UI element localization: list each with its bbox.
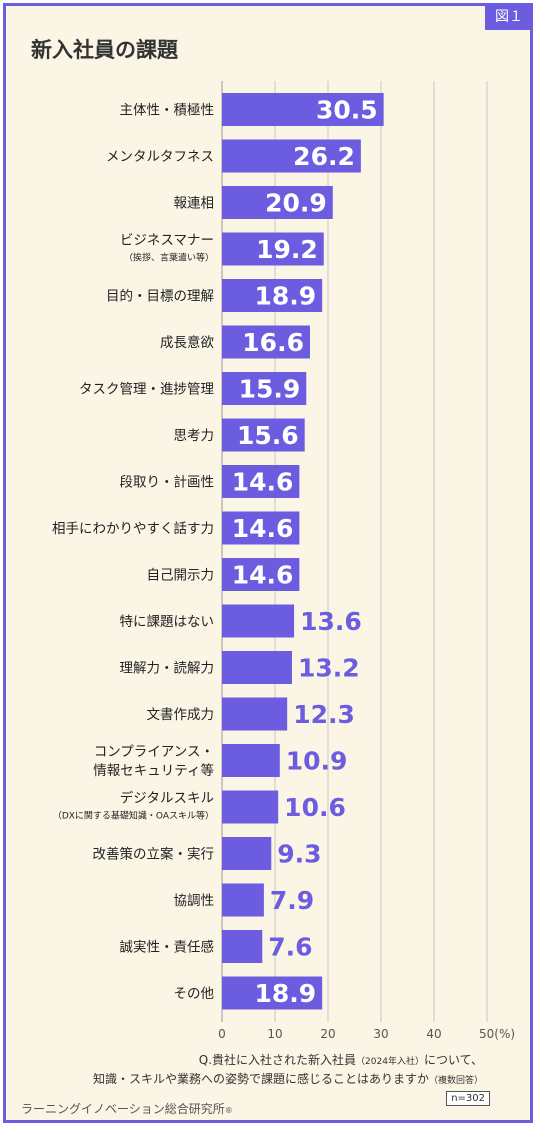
x-tick-label: 40 bbox=[426, 1027, 441, 1041]
category-label: 目的・目標の理解 bbox=[106, 289, 214, 305]
registered-mark: ® bbox=[224, 1106, 233, 1115]
category-label: 改善策の立案・実行 bbox=[93, 846, 215, 863]
figure-frame: 図１ 新入社員の課題 0 10 20 30 40 50(%) 30.5 主体性・積極性 26.2… bbox=[3, 3, 533, 1123]
bar bbox=[222, 279, 323, 312]
bar-value-label: 7.9 bbox=[270, 886, 314, 915]
category-label-line2: （DXに関する基礎知識・OAスキル等） bbox=[53, 810, 214, 822]
bar bbox=[222, 372, 307, 405]
x-tick-label: 20 bbox=[320, 1027, 335, 1041]
category-label: コンプライアンス・ bbox=[94, 744, 214, 760]
bar bbox=[222, 883, 264, 917]
bar-value-label: 12.3 bbox=[293, 700, 355, 729]
bar bbox=[222, 186, 333, 219]
bar bbox=[222, 558, 300, 591]
bar bbox=[222, 744, 280, 777]
bar bbox=[222, 697, 288, 731]
category-label: 文書作成力 bbox=[147, 707, 215, 723]
bar bbox=[222, 465, 300, 498]
category-label: ビジネスマナー bbox=[120, 233, 214, 249]
category-label: 自己開示力 bbox=[147, 568, 215, 584]
bar-value-label: 7.6 bbox=[268, 933, 312, 962]
credit-text: ラーニングイノベーション総合研究所 bbox=[21, 1102, 225, 1116]
figure-number-badge: 図１ bbox=[485, 3, 533, 30]
question-year-note: （2024年入社） bbox=[356, 1057, 424, 1067]
category-label: 誠実性・責任感 bbox=[120, 939, 215, 956]
chart-title: 新入社員の課題 bbox=[31, 38, 178, 62]
x-tick-label: 0 bbox=[218, 1027, 226, 1041]
bar-value-label: 16.6 bbox=[242, 328, 304, 357]
bar-value-label: 13.2 bbox=[298, 654, 360, 683]
bar bbox=[222, 511, 300, 545]
x-tick-label: 50(%) bbox=[479, 1027, 515, 1041]
category-label: 段取り・計画性 bbox=[120, 475, 215, 491]
bar-value-label: 30.5 bbox=[316, 96, 378, 125]
category-label-line2: （挨拶、言葉遣い等） bbox=[124, 252, 214, 264]
bar-value-label: 18.9 bbox=[254, 979, 316, 1008]
category-label: メンタルタフネス bbox=[106, 149, 214, 165]
bar-value-label: 15.6 bbox=[237, 421, 299, 450]
bar-value-label: 15.9 bbox=[239, 375, 301, 404]
bar bbox=[222, 790, 279, 824]
bar bbox=[222, 418, 305, 452]
category-label: 報連相 bbox=[174, 196, 215, 212]
category-label: 協調性 bbox=[174, 893, 215, 909]
bar bbox=[222, 930, 263, 963]
category-label: 相手にわかりやすく話す力 bbox=[52, 520, 214, 537]
bar bbox=[222, 604, 295, 638]
category-label: 理解力・読解力 bbox=[120, 661, 215, 677]
bar-value-label: 13.6 bbox=[300, 607, 362, 636]
bar-value-label: 19.2 bbox=[256, 235, 318, 264]
x-tick-label: 30 bbox=[373, 1027, 388, 1041]
multiple-answer-note: （複数回答） bbox=[428, 1076, 483, 1086]
bar bbox=[222, 232, 324, 266]
bar-value-label: 14.6 bbox=[232, 561, 294, 590]
bar bbox=[222, 93, 384, 126]
bar-value-label: 14.6 bbox=[232, 514, 294, 543]
bar-value-label: 10.9 bbox=[286, 747, 348, 776]
bar-value-label: 18.9 bbox=[254, 282, 316, 311]
bar-value-label: 26.2 bbox=[293, 142, 355, 171]
bar-value-label: 9.3 bbox=[277, 840, 321, 869]
source-credit: ラーニングイノベーション総合研究所® bbox=[21, 1100, 233, 1117]
bar bbox=[222, 325, 310, 359]
sample-size-box: n=302 bbox=[446, 1091, 490, 1106]
category-label: 主体性・積極性 bbox=[120, 103, 215, 119]
bar-value-label: 14.6 bbox=[232, 468, 294, 497]
category-label: 成長意欲 bbox=[160, 334, 214, 351]
question-text-1b: について、 bbox=[423, 1053, 483, 1067]
question-text-2a: 知識・スキルや業務への姿勢で課題に感じることはありますか bbox=[92, 1072, 429, 1086]
bar bbox=[222, 139, 361, 173]
bar bbox=[222, 651, 292, 684]
category-label: デジタルスキル bbox=[120, 790, 214, 807]
question-text-1a: Q.貴社に入社された新入社員 bbox=[198, 1053, 357, 1067]
category-label: 思考力 bbox=[174, 428, 215, 444]
bar-chart: 0 10 20 30 40 50(%) 30.5 主体性・積極性 26.2 メンタルタフネス 20.… bbox=[52, 81, 515, 1041]
bar bbox=[222, 976, 323, 1010]
x-tick-label: 10 bbox=[267, 1027, 282, 1041]
category-label: 特に課題はない bbox=[120, 614, 215, 630]
category-label: その他 bbox=[174, 986, 215, 1002]
bar-value-label: 10.6 bbox=[284, 793, 346, 822]
category-label-line2: 情報セキュリティ等 bbox=[93, 762, 214, 779]
bar-value-label: 20.9 bbox=[265, 189, 327, 218]
survey-question-note: Q.貴社に入社された新入社員（2024年入社）について、 知識・スキルや業務への… bbox=[93, 1052, 483, 1090]
category-label: タスク管理・進捗管理 bbox=[79, 382, 214, 398]
bar bbox=[222, 837, 272, 870]
